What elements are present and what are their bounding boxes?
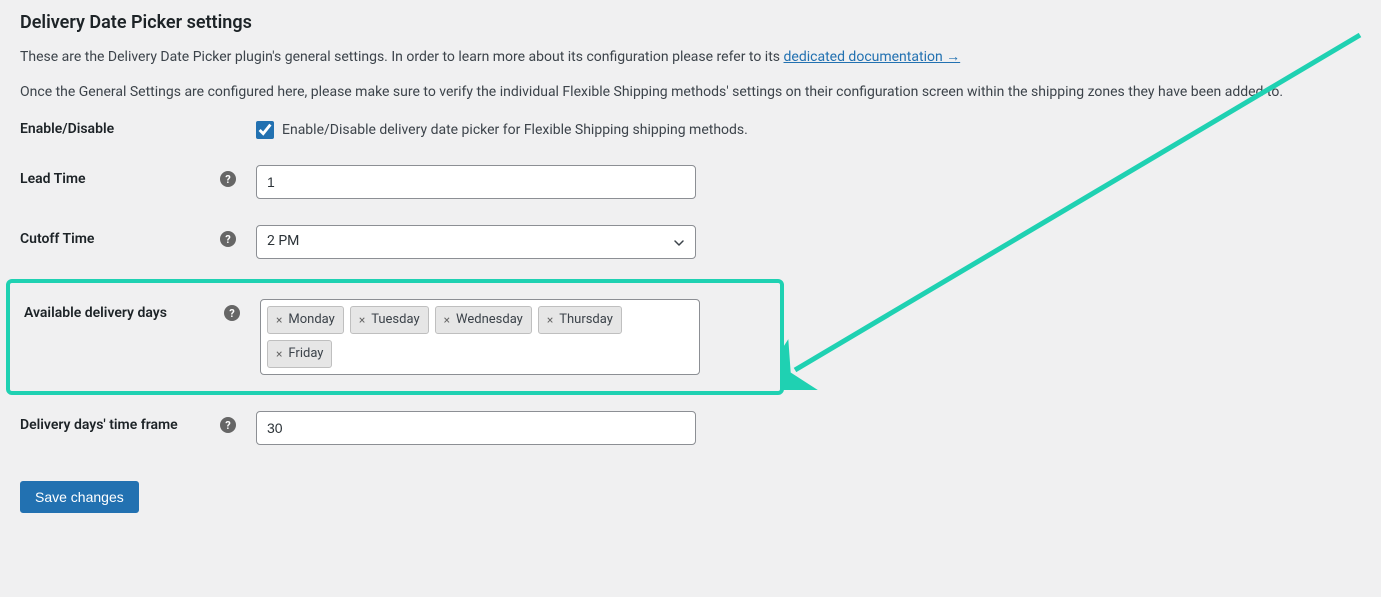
page-title: Delivery Date Picker settings <box>20 12 1361 33</box>
enable-checkbox[interactable] <box>256 121 274 139</box>
label-available-days-text: Available delivery days <box>24 305 167 321</box>
row-time-frame: Delivery days' time frame ? <box>20 411 1361 445</box>
help-icon[interactable]: ? <box>220 417 236 433</box>
label-enable-text: Enable/Disable <box>20 121 114 137</box>
label-time-frame: Delivery days' time frame ? <box>20 411 256 433</box>
row-enable: Enable/Disable Enable/Disable delivery d… <box>20 121 1361 139</box>
label-cutoff: Cutoff Time ? <box>20 225 256 247</box>
remove-tag-icon[interactable]: × <box>276 312 282 329</box>
help-icon[interactable]: ? <box>220 171 236 187</box>
row-available-days: Available delivery days ? × Monday × Tuesda… <box>6 279 784 395</box>
day-tag-label: Thursday <box>559 311 613 329</box>
day-tag-label: Monday <box>288 311 334 329</box>
lead-time-input[interactable] <box>256 165 696 199</box>
chevron-down-icon <box>673 236 685 248</box>
available-days-multiselect[interactable]: × Monday × Tuesday × Wednesday × Thursday × Frida… <box>260 299 700 375</box>
help-icon[interactable]: ? <box>224 305 240 321</box>
save-button[interactable]: Save changes <box>20 481 139 513</box>
label-available-days: Available delivery days ? <box>24 299 260 321</box>
enable-checkbox-label: Enable/Disable delivery date picker for … <box>282 122 748 138</box>
cutoff-value: 2 PM <box>267 232 299 252</box>
field-enable: Enable/Disable delivery date picker for … <box>256 121 748 139</box>
settings-form: Enable/Disable Enable/Disable delivery d… <box>20 121 1361 513</box>
day-tag[interactable]: × Monday <box>267 306 344 334</box>
day-tag-label: Friday <box>288 345 323 363</box>
cutoff-select[interactable]: 2 PM <box>256 225 696 259</box>
intro-text-1-part: These are the Delivery Date Picker plugi… <box>20 49 784 65</box>
remove-tag-icon[interactable]: × <box>276 346 282 363</box>
label-lead-time: Lead Time ? <box>20 165 256 187</box>
day-tag[interactable]: × Wednesday <box>435 306 532 334</box>
time-frame-input[interactable] <box>256 411 696 445</box>
day-tag[interactable]: × Thursday <box>538 306 622 334</box>
field-available-days: × Monday × Tuesday × Wednesday × Thursday × Frida… <box>260 299 700 375</box>
help-icon[interactable]: ? <box>220 231 236 247</box>
field-cutoff: 2 PM <box>256 225 696 259</box>
row-lead-time: Lead Time ? <box>20 165 1361 199</box>
label-time-frame-text: Delivery days' time frame <box>20 417 178 433</box>
day-tag-label: Wednesday <box>456 311 523 329</box>
day-tag-label: Tuesday <box>371 311 419 329</box>
day-tag[interactable]: × Friday <box>267 340 332 368</box>
intro-text-2: Once the General Settings are configured… <box>20 82 1361 103</box>
field-lead-time <box>256 165 696 199</box>
label-cutoff-text: Cutoff Time <box>20 231 94 247</box>
row-cutoff: Cutoff Time ? 2 PM <box>20 225 1361 259</box>
remove-tag-icon[interactable]: × <box>547 312 553 329</box>
documentation-link[interactable]: dedicated documentation → <box>784 49 961 65</box>
intro-text-1: These are the Delivery Date Picker plugi… <box>20 47 1361 68</box>
remove-tag-icon[interactable]: × <box>444 312 450 329</box>
label-enable: Enable/Disable <box>20 121 256 137</box>
field-time-frame <box>256 411 696 445</box>
remove-tag-icon[interactable]: × <box>359 312 365 329</box>
label-lead-time-text: Lead Time <box>20 171 86 187</box>
day-tag[interactable]: × Tuesday <box>350 306 429 334</box>
